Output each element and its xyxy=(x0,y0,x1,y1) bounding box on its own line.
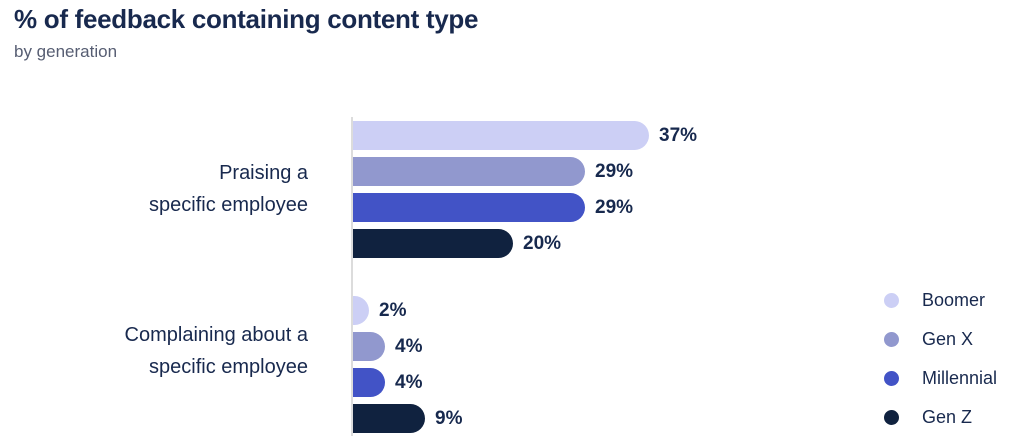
bar-row-boomer-complaining-about-a-specific-employee: 2% xyxy=(353,296,406,325)
bar-value-label: 29% xyxy=(595,197,634,218)
y-axis-line xyxy=(351,117,353,436)
bar-value-label: 29% xyxy=(595,161,634,182)
bar-millennial xyxy=(353,368,385,397)
bar-gen-x xyxy=(353,157,585,186)
legend-label: Boomer xyxy=(922,289,986,310)
legend-label: Millennial xyxy=(922,367,998,388)
bar-row-boomer-praising-a-specific-employee: 37% xyxy=(353,121,697,150)
bar-row-gen-x-complaining-about-a-specific-employee: 4% xyxy=(353,332,422,361)
category-label-line: specific employee xyxy=(149,356,308,378)
bar-millennial xyxy=(353,193,585,222)
bar-value-label: 4% xyxy=(395,336,423,357)
legend: Boomer Gen X Millennial Gen Z xyxy=(884,286,997,436)
legend-item-millennial: Millennial xyxy=(884,364,997,392)
legend-item-boomer: Boomer xyxy=(884,286,997,314)
category-label-line: specific employee xyxy=(149,194,308,216)
legend-label: Gen X xyxy=(922,328,974,349)
category-label-praising-a-specific-employee: Praising a specific employee xyxy=(12,157,308,221)
legend-swatch-icon xyxy=(884,292,899,308)
bar-boomer xyxy=(353,121,649,150)
category-label-line: Praising a xyxy=(219,162,308,184)
bar-value-label: 9% xyxy=(435,408,463,429)
bar-value-label: 37% xyxy=(659,125,698,146)
bar-row-gen-z-praising-a-specific-employee: 20% xyxy=(353,229,561,258)
legend-swatch-icon xyxy=(884,331,899,347)
legend-swatch-icon xyxy=(884,409,899,425)
legend-swatch-icon xyxy=(884,370,899,386)
bar-row-gen-z-complaining-about-a-specific-employee: 9% xyxy=(353,404,462,433)
bar-gen-x xyxy=(353,332,385,361)
bar-row-gen-x-praising-a-specific-employee: 29% xyxy=(353,157,633,186)
bar-value-label: 2% xyxy=(379,300,407,321)
bar-value-label: 20% xyxy=(523,233,562,254)
bar-gen-z xyxy=(353,404,425,433)
legend-item-gen-x: Gen X xyxy=(884,325,997,353)
chart-subtitle: by generation xyxy=(14,42,118,61)
legend-item-gen-z: Gen Z xyxy=(884,403,997,431)
bar-row-millennial-praising-a-specific-employee: 29% xyxy=(353,193,633,222)
category-label-complaining-about-a-specific-employee: Complaining about a specific employee xyxy=(12,319,308,383)
bar-row-millennial-complaining-about-a-specific-employee: 4% xyxy=(353,368,422,397)
bar-value-label: 4% xyxy=(395,372,423,393)
bar-boomer xyxy=(353,296,369,325)
legend-label: Gen Z xyxy=(922,406,973,427)
category-label-line: Complaining about a xyxy=(124,324,308,346)
chart-title: % of feedback containing content type xyxy=(14,4,479,34)
bar-gen-z xyxy=(353,229,513,258)
